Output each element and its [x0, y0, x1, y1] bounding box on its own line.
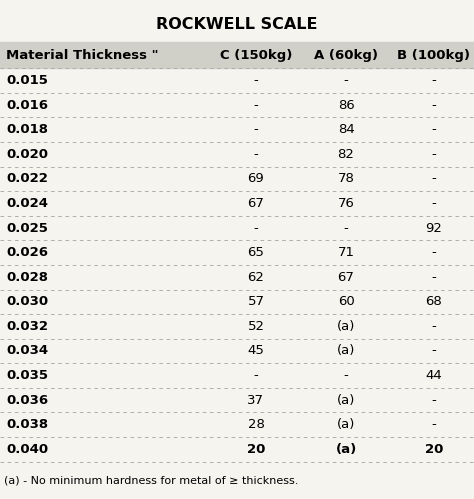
- Text: 57: 57: [247, 295, 264, 308]
- Text: -: -: [431, 320, 436, 333]
- Text: 0.025: 0.025: [6, 222, 48, 235]
- Text: 45: 45: [247, 344, 264, 357]
- Text: 0.028: 0.028: [6, 271, 48, 284]
- Text: 52: 52: [247, 320, 264, 333]
- Text: -: -: [344, 74, 348, 87]
- Text: 0.026: 0.026: [6, 246, 48, 259]
- Text: 0.030: 0.030: [6, 295, 48, 308]
- Text: 0.034: 0.034: [6, 344, 48, 357]
- Text: 0.036: 0.036: [6, 394, 48, 407]
- Text: (a): (a): [337, 394, 355, 407]
- Text: -: -: [431, 123, 436, 136]
- Text: -: -: [431, 173, 436, 186]
- Text: 20: 20: [247, 443, 265, 456]
- Text: 84: 84: [337, 123, 355, 136]
- Text: 28: 28: [247, 418, 264, 431]
- Text: A (60kg): A (60kg): [314, 49, 378, 62]
- Text: 78: 78: [337, 173, 355, 186]
- Text: 67: 67: [247, 197, 264, 210]
- Text: 60: 60: [337, 295, 355, 308]
- Text: 0.020: 0.020: [6, 148, 48, 161]
- Text: -: -: [431, 246, 436, 259]
- Text: -: -: [431, 271, 436, 284]
- Text: -: -: [254, 369, 258, 382]
- Text: 0.040: 0.040: [6, 443, 48, 456]
- Text: 65: 65: [247, 246, 264, 259]
- Text: -: -: [344, 222, 348, 235]
- Text: 0.018: 0.018: [6, 123, 48, 136]
- Text: 76: 76: [337, 197, 355, 210]
- Text: -: -: [431, 394, 436, 407]
- Text: 92: 92: [425, 222, 442, 235]
- Text: 71: 71: [337, 246, 355, 259]
- Text: (a): (a): [336, 443, 356, 456]
- Text: -: -: [431, 99, 436, 112]
- Text: 0.035: 0.035: [6, 369, 48, 382]
- Text: 69: 69: [247, 173, 264, 186]
- Text: C (150kg): C (150kg): [220, 49, 292, 62]
- Text: 37: 37: [247, 394, 264, 407]
- Text: B (100kg): B (100kg): [397, 49, 470, 62]
- Text: 0.024: 0.024: [6, 197, 48, 210]
- Text: 82: 82: [337, 148, 355, 161]
- Text: -: -: [254, 123, 258, 136]
- Text: -: -: [254, 148, 258, 161]
- Text: 20: 20: [425, 443, 443, 456]
- Text: 0.015: 0.015: [6, 74, 48, 87]
- Text: 62: 62: [247, 271, 264, 284]
- Text: -: -: [431, 344, 436, 357]
- Text: -: -: [431, 418, 436, 431]
- Text: -: -: [254, 222, 258, 235]
- Text: -: -: [431, 148, 436, 161]
- Text: ROCKWELL SCALE: ROCKWELL SCALE: [156, 17, 318, 32]
- Text: -: -: [344, 369, 348, 382]
- Text: 0.022: 0.022: [6, 173, 48, 186]
- Text: (a): (a): [337, 418, 355, 431]
- Text: (a): (a): [337, 320, 355, 333]
- Text: 67: 67: [337, 271, 355, 284]
- Text: 68: 68: [425, 295, 442, 308]
- Text: -: -: [254, 99, 258, 112]
- Text: Material Thickness ": Material Thickness ": [6, 49, 159, 62]
- Text: 0.038: 0.038: [6, 418, 48, 431]
- Text: -: -: [254, 74, 258, 87]
- Text: 0.032: 0.032: [6, 320, 48, 333]
- Text: (a): (a): [337, 344, 355, 357]
- Text: 86: 86: [337, 99, 355, 112]
- Bar: [0, 42, 474, 68]
- Text: (a) - No minimum hardness for metal of ≥ thickness.: (a) - No minimum hardness for metal of ≥…: [4, 475, 298, 485]
- Text: 44: 44: [425, 369, 442, 382]
- Text: 0.016: 0.016: [6, 99, 48, 112]
- Text: -: -: [431, 197, 436, 210]
- Text: -: -: [431, 74, 436, 87]
